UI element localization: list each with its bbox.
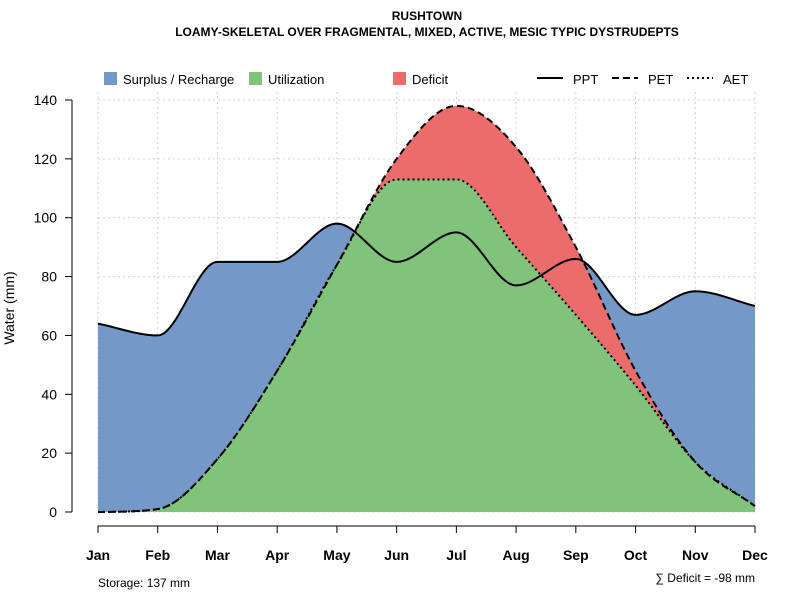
x-tick-label: Nov — [682, 547, 709, 563]
x-tick-label: Sep — [563, 547, 589, 563]
x-tick-label: Feb — [145, 547, 170, 563]
legend-label-ppt: PPT — [573, 72, 598, 87]
x-tick-label: Jul — [446, 547, 466, 563]
x-tick-label: Jun — [384, 547, 409, 563]
y-tick-label: 120 — [34, 151, 58, 167]
legend-label-aet: AET — [723, 72, 748, 87]
legend-label-utilization: Utilization — [268, 72, 324, 87]
y-axis-label: Water (mm) — [1, 271, 17, 344]
line-pet — [97, 104, 756, 513]
axes — [71, 100, 755, 527]
y-ticks: 0 20 40 60 80 100 120 140 — [34, 92, 72, 520]
legend-label-deficit: Deficit — [412, 72, 449, 87]
x-ticks: Jan Feb Mar Apr May Jun Jul Aug Sep Oct Nov Dec — [86, 526, 768, 563]
x-tick-label: Mar — [205, 547, 230, 563]
y-tick-label: 40 — [41, 386, 57, 402]
y-tick-label: 140 — [34, 92, 58, 108]
legend: Surplus / Recharge Utilization Deficit P… — [104, 72, 748, 87]
y-tick-label: 100 — [34, 210, 58, 226]
y-tick-label: 0 — [49, 504, 57, 520]
y-tick-label: 20 — [41, 445, 57, 461]
x-tick-label: May — [323, 547, 350, 563]
area-utilization — [98, 179, 755, 512]
storage-note: Storage: 137 mm — [98, 576, 190, 590]
deficit-note: ∑ Deficit = -98 mm — [655, 571, 755, 585]
x-tick-label: Jan — [86, 547, 110, 563]
line-aet — [97, 178, 756, 513]
legend-swatch-utilization — [249, 72, 262, 85]
line-ppt — [97, 222, 756, 337]
series-lines — [97, 104, 756, 513]
x-tick-label: Aug — [502, 547, 529, 563]
legend-label-surplus: Surplus / Recharge — [123, 72, 234, 87]
x-tick-label: Dec — [742, 547, 768, 563]
legend-swatch-deficit — [393, 72, 406, 85]
y-tick-label: 80 — [41, 269, 57, 285]
chart-subtitle: LOAMY-SKELETAL OVER FRAGMENTAL, MIXED, A… — [175, 25, 679, 39]
chart-title: RUSHTOWN — [392, 9, 462, 23]
x-tick-label: Apr — [265, 547, 290, 563]
x-tick-label: Oct — [624, 547, 648, 563]
legend-label-pet: PET — [648, 72, 673, 87]
area-fills — [98, 105, 755, 512]
y-tick-label: 60 — [41, 327, 57, 343]
legend-swatch-surplus — [104, 72, 117, 85]
